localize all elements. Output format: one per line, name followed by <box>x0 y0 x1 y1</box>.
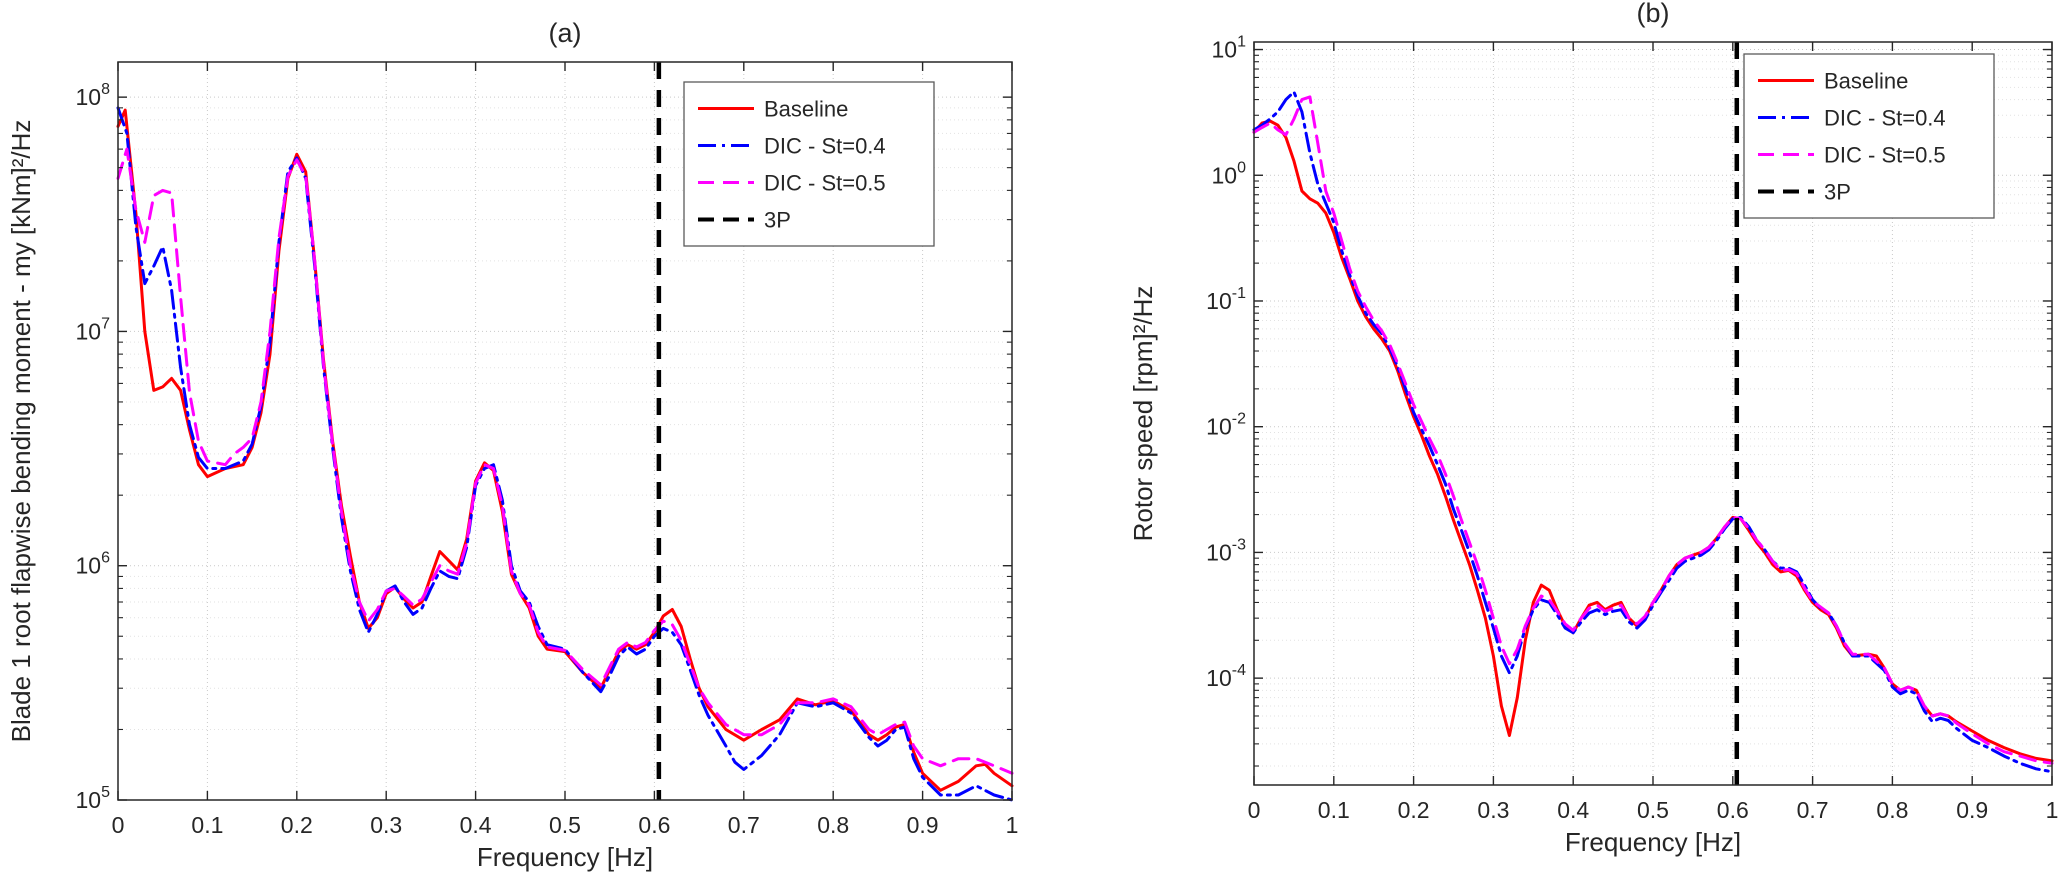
x-tick-label: 0.3 <box>370 812 402 838</box>
x-tick-label: 0.4 <box>460 812 492 838</box>
chart-a-panel: 0 0.1 0.2 0.3 0.4 0.5 0.6 0.7 0.8 0.9 1 105 106 107 10… <box>6 18 1019 872</box>
x-tick-label: 0.9 <box>907 812 939 838</box>
y-tick-label: 107 <box>76 315 111 344</box>
legend-label-dic-st-0-5: DIC - St=0.5 <box>764 171 886 196</box>
x-tick-label: 0.8 <box>817 812 849 838</box>
x-tick-label: 0.8 <box>1876 797 1908 823</box>
y-tick-label: 106 <box>76 550 111 579</box>
y-tick-label: 105 <box>76 784 111 813</box>
legend-label-3p: 3P <box>764 208 791 233</box>
x-tick-label: 0.5 <box>549 812 581 838</box>
x-tick-label: 0.7 <box>1797 797 1829 823</box>
legend-label-dic-st-0-5: DIC - St=0.5 <box>1824 143 1946 168</box>
x-axis-label: Frequency [Hz] <box>477 842 653 872</box>
x-tick-label: 0.7 <box>728 812 760 838</box>
y-tick-label: 101 <box>1212 34 1247 63</box>
x-tick-label: 0.5 <box>1637 797 1669 823</box>
x-tick-label: 0.4 <box>1557 797 1589 823</box>
legend-label-baseline: Baseline <box>1824 69 1908 94</box>
chart-title: (b) <box>1637 0 1670 28</box>
chart-a: 0 0.1 0.2 0.3 0.4 0.5 0.6 0.7 0.8 0.9 1 105 106 107 10… <box>6 18 1019 872</box>
y-tick-label: 10-3 <box>1206 536 1246 565</box>
x-tick-label: 0.1 <box>191 812 223 838</box>
series-dic-st-0-4-line <box>1252 90 2054 774</box>
x-tick-label: 0 <box>1248 797 1261 823</box>
legend-label-dic-st-0-4: DIC - St=0.4 <box>764 134 886 159</box>
x-tick-label: 0.6 <box>638 812 670 838</box>
y-tick-label: 10-1 <box>1206 285 1246 314</box>
x-tick-label: 0.2 <box>281 812 313 838</box>
x-tick-label: 0.2 <box>1398 797 1430 823</box>
y-tick-label: 108 <box>76 81 111 110</box>
x-tick-label: 1 <box>1006 812 1019 838</box>
legend-label-baseline: Baseline <box>764 97 848 122</box>
chart-b: 0 0.1 0.2 0.3 0.4 0.5 0.6 0.7 0.8 0.9 1 10-4 10-3 10-… <box>1128 0 2059 857</box>
y-axis-label: Rotor speed [rpm]²/Hz <box>1128 286 1158 542</box>
y-tick-label: 100 <box>1212 159 1247 188</box>
x-tick-label: 0.3 <box>1477 797 1509 823</box>
chart-b-panel: 0 0.1 0.2 0.3 0.4 0.5 0.6 0.7 0.8 0.9 1 10-4 10-3 10-… <box>1034 0 2067 889</box>
x-tick-label: 0.6 <box>1717 797 1749 823</box>
y-tick-label: 10-4 <box>1206 662 1246 691</box>
legend-label-dic-st-0-4: DIC - St=0.4 <box>1824 106 1946 131</box>
x-tick-label: 0.1 <box>1318 797 1350 823</box>
x-tick-label: 0.9 <box>1956 797 1988 823</box>
y-tick-label: 10-2 <box>1206 411 1246 440</box>
x-tick-label: 0 <box>112 812 125 838</box>
series-dic-st-0-5-line <box>116 147 1014 775</box>
y-axis-label: Blade 1 root flapwise bending moment - m… <box>6 120 36 743</box>
x-tick-label: 1 <box>2046 797 2059 823</box>
chart-title: (a) <box>549 18 582 48</box>
legend-label-3p: 3P <box>1824 180 1851 205</box>
x-axis-label: Frequency [Hz] <box>1565 827 1741 857</box>
